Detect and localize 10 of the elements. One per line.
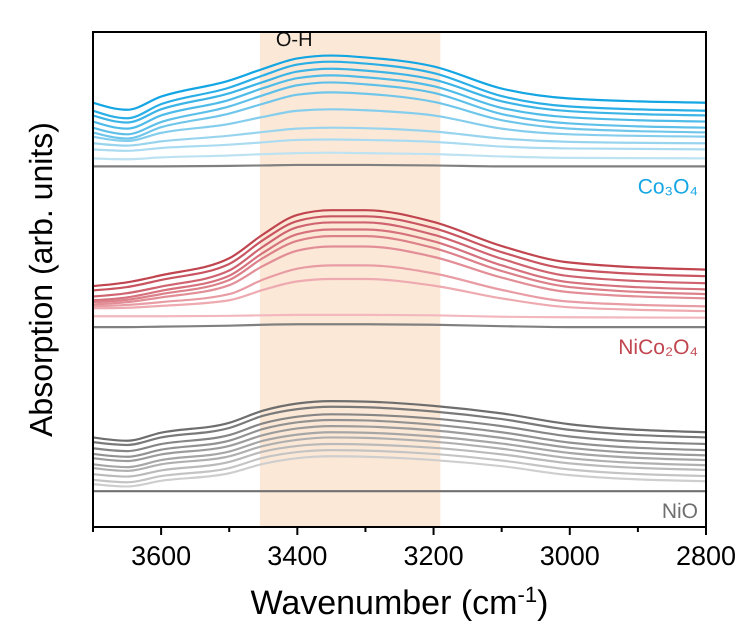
text: Co₃O₄ [638,175,698,198]
x-tick-label: 3200 [404,541,464,571]
y-axis-title: Absorption (arb. units) [23,122,59,437]
x-tick-label: 3400 [267,541,328,571]
text: NiCo₂O₄ [618,336,698,360]
x-tick-label: 3000 [540,541,600,571]
x-tick-label: 2800 [676,541,736,571]
x-axis-title: Wavenumber (cm$^{-1}$) [250,582,549,622]
x-tick-label: 3600 [131,541,192,571]
text: NiO [662,500,698,524]
